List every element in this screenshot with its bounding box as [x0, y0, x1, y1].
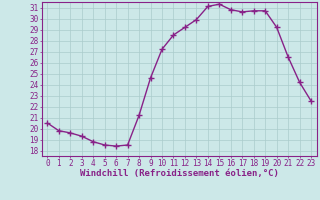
- X-axis label: Windchill (Refroidissement éolien,°C): Windchill (Refroidissement éolien,°C): [80, 169, 279, 178]
